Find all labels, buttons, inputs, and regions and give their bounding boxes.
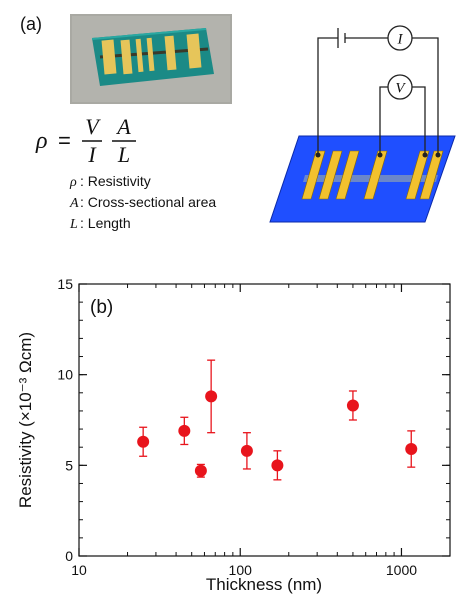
minor-ticks <box>79 283 451 557</box>
data-point <box>240 444 253 457</box>
plot-frame <box>78 283 451 557</box>
formula-rho: ρ <box>35 128 48 154</box>
formula-i: I <box>87 142 97 167</box>
panel-a-label: (a) <box>20 14 42 34</box>
y-tick-label: 0 <box>65 548 73 564</box>
data-point <box>137 435 150 448</box>
electrodes <box>301 150 444 200</box>
data-point-group <box>405 430 418 468</box>
voltmeter-label: V <box>395 81 406 97</box>
x-tick-label: 1000 <box>386 562 417 578</box>
voltmeter-icon <box>387 74 413 100</box>
symbol-legend: ρ : Resistivity A : Cross-sectional area… <box>69 173 216 232</box>
legend-text-l: : Length <box>80 215 131 231</box>
legend-symbol-rho: ρ <box>69 175 77 190</box>
data-point-group <box>194 463 207 478</box>
x-tick-label: 100 <box>229 562 253 578</box>
panel-b-label: (b) <box>90 297 113 318</box>
formula-l: L <box>117 142 130 167</box>
data-point-group <box>137 426 150 457</box>
data-points <box>137 359 418 481</box>
y-tick-label: 15 <box>57 276 73 292</box>
device-photo <box>70 14 232 104</box>
legend-symbol-a: A <box>69 196 79 211</box>
legend-symbol-l: L <box>69 217 78 232</box>
resistivity-formula: ρ = V I A L <box>35 114 136 167</box>
data-point-group <box>240 432 253 470</box>
tick-labels: 10 100 1000 0 5 10 15 <box>57 276 417 578</box>
resistivity-chart: (b) 10 100 1000 0 5 10 15 Thickness (nm) Resis… <box>16 276 451 594</box>
measurement-schematic: I V <box>269 25 456 223</box>
ammeter-label: I <box>397 32 404 48</box>
data-point-group <box>205 359 218 434</box>
formula-v: V <box>85 114 101 139</box>
wires <box>317 28 439 155</box>
data-point <box>271 459 284 472</box>
data-point <box>405 443 418 456</box>
major-ticks <box>78 283 450 557</box>
data-point <box>194 464 207 477</box>
ammeter-icon <box>387 25 413 51</box>
x-tick-label: 10 <box>71 562 87 578</box>
formula-a: A <box>115 114 131 139</box>
y-tick-label: 5 <box>65 457 73 473</box>
legend-text-a: : Cross-sectional area <box>80 194 216 210</box>
legend-text-rho: : Resistivity <box>80 173 151 189</box>
data-point <box>178 424 191 437</box>
data-point-group <box>178 416 191 446</box>
x-axis-label: Thickness (nm) <box>206 575 322 594</box>
y-axis-label: Resistivity (×10⁻³ Ωcm) <box>16 332 35 508</box>
data-point-group <box>346 390 359 421</box>
formula-equals: = <box>58 128 71 153</box>
data-point <box>205 390 218 403</box>
data-point <box>346 399 359 412</box>
data-point-group <box>271 450 284 481</box>
y-tick-label: 10 <box>57 367 73 383</box>
